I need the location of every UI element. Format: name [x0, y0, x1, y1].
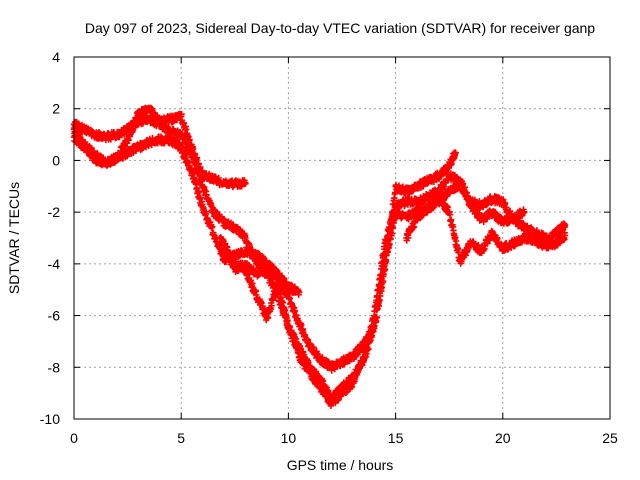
series-markers — [403, 178, 528, 244]
plot-frame — [73, 56, 611, 420]
chart-title: Day 097 of 2023, Sidereal Day-to-day VTE… — [85, 20, 595, 36]
y-axis-label: SDTVAR / TECUs — [6, 182, 22, 294]
series-markers — [71, 132, 459, 374]
series-markers — [221, 246, 302, 298]
y-tick-label: -4 — [48, 256, 61, 272]
x-tick-label: 10 — [281, 430, 297, 446]
y-tick-label: 0 — [52, 152, 60, 168]
y-tick-label: -2 — [48, 204, 61, 220]
x-tick-label: 25 — [602, 430, 618, 446]
series-markers — [71, 104, 249, 191]
y-tick-label: -8 — [48, 359, 61, 375]
y-tick-label: 2 — [52, 101, 60, 117]
series-track-6 — [403, 178, 528, 244]
x-tick-label: 0 — [70, 430, 78, 446]
series-track-5 — [220, 245, 303, 298]
y-tick-label: -10 — [40, 411, 60, 427]
series-track-2 — [70, 132, 459, 374]
x-tick-label: 5 — [177, 430, 185, 446]
x-tick-label: 15 — [388, 430, 404, 446]
y-tick-label: -6 — [48, 308, 61, 324]
series-track-1 — [70, 104, 249, 191]
y-tick-label: 4 — [52, 49, 60, 65]
series-markers — [217, 191, 568, 403]
tick-layer: 0 5 10 15 20 25 -10 -8 -6 -4 -2 0 2 4 — [40, 49, 618, 446]
data-layer — [70, 104, 569, 409]
x-axis-label: GPS time / hours — [287, 457, 394, 473]
x-tick-label: 20 — [495, 430, 511, 446]
